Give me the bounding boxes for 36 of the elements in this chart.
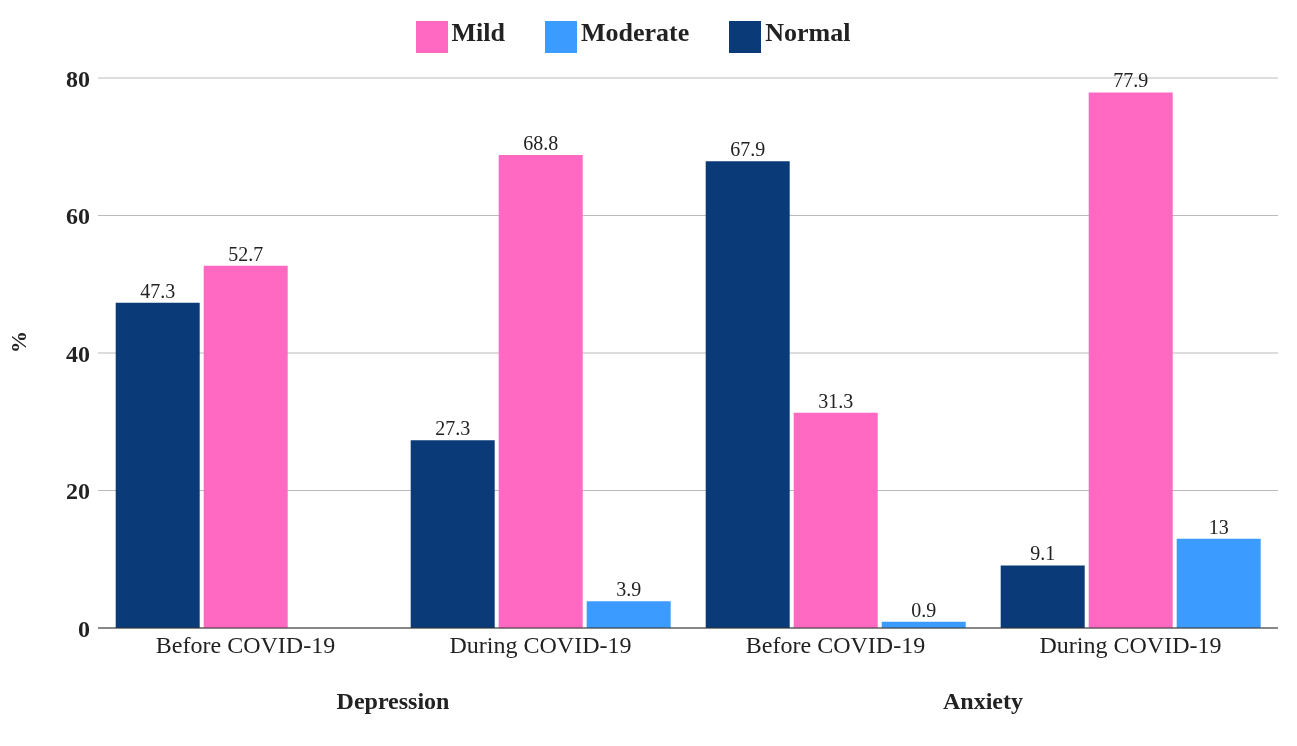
data-label: 52.7 [228,242,264,265]
data-label: 67.9 [730,138,766,161]
legend-label: Moderate [580,18,690,47]
data-label: 77.9 [1113,69,1149,92]
y-tick-label: 40 [66,340,90,367]
bar [115,302,200,628]
y-axis-title: % [5,331,31,353]
bar [1088,92,1173,628]
bar [705,161,790,628]
data-label: 27.3 [435,417,471,440]
legend-label: Normal [765,18,851,47]
text: Depression [335,688,451,715]
data-label: 68.8 [523,132,559,154]
y-tick-label: 0 [78,615,90,642]
bar [203,265,288,628]
data-label: 0.9 [911,598,937,621]
data-label: 47.3 [140,279,176,302]
bar [1176,538,1261,628]
bar [498,155,583,628]
bar [1000,565,1085,628]
bar [793,412,878,628]
y-tick-label: 60 [66,203,90,230]
bar [586,601,671,628]
y-tick-label: 80 [66,65,90,92]
data-label: 3.9 [616,578,642,601]
data-label: 9.1 [1030,542,1056,565]
data-label: 13 [1208,515,1229,538]
bar [410,440,495,628]
x-tick-label: Before COVID-19 [155,632,336,659]
legend-label: Mild [451,18,505,47]
x-tick-label: During COVID-19 [449,632,632,659]
text: Anxiety [942,688,1024,715]
x-tick-label: During COVID-19 [1039,632,1222,659]
data-label: 31.3 [818,389,854,412]
y-tick-label: 20 [66,478,90,505]
x-tick-label: Before COVID-19 [745,632,926,659]
